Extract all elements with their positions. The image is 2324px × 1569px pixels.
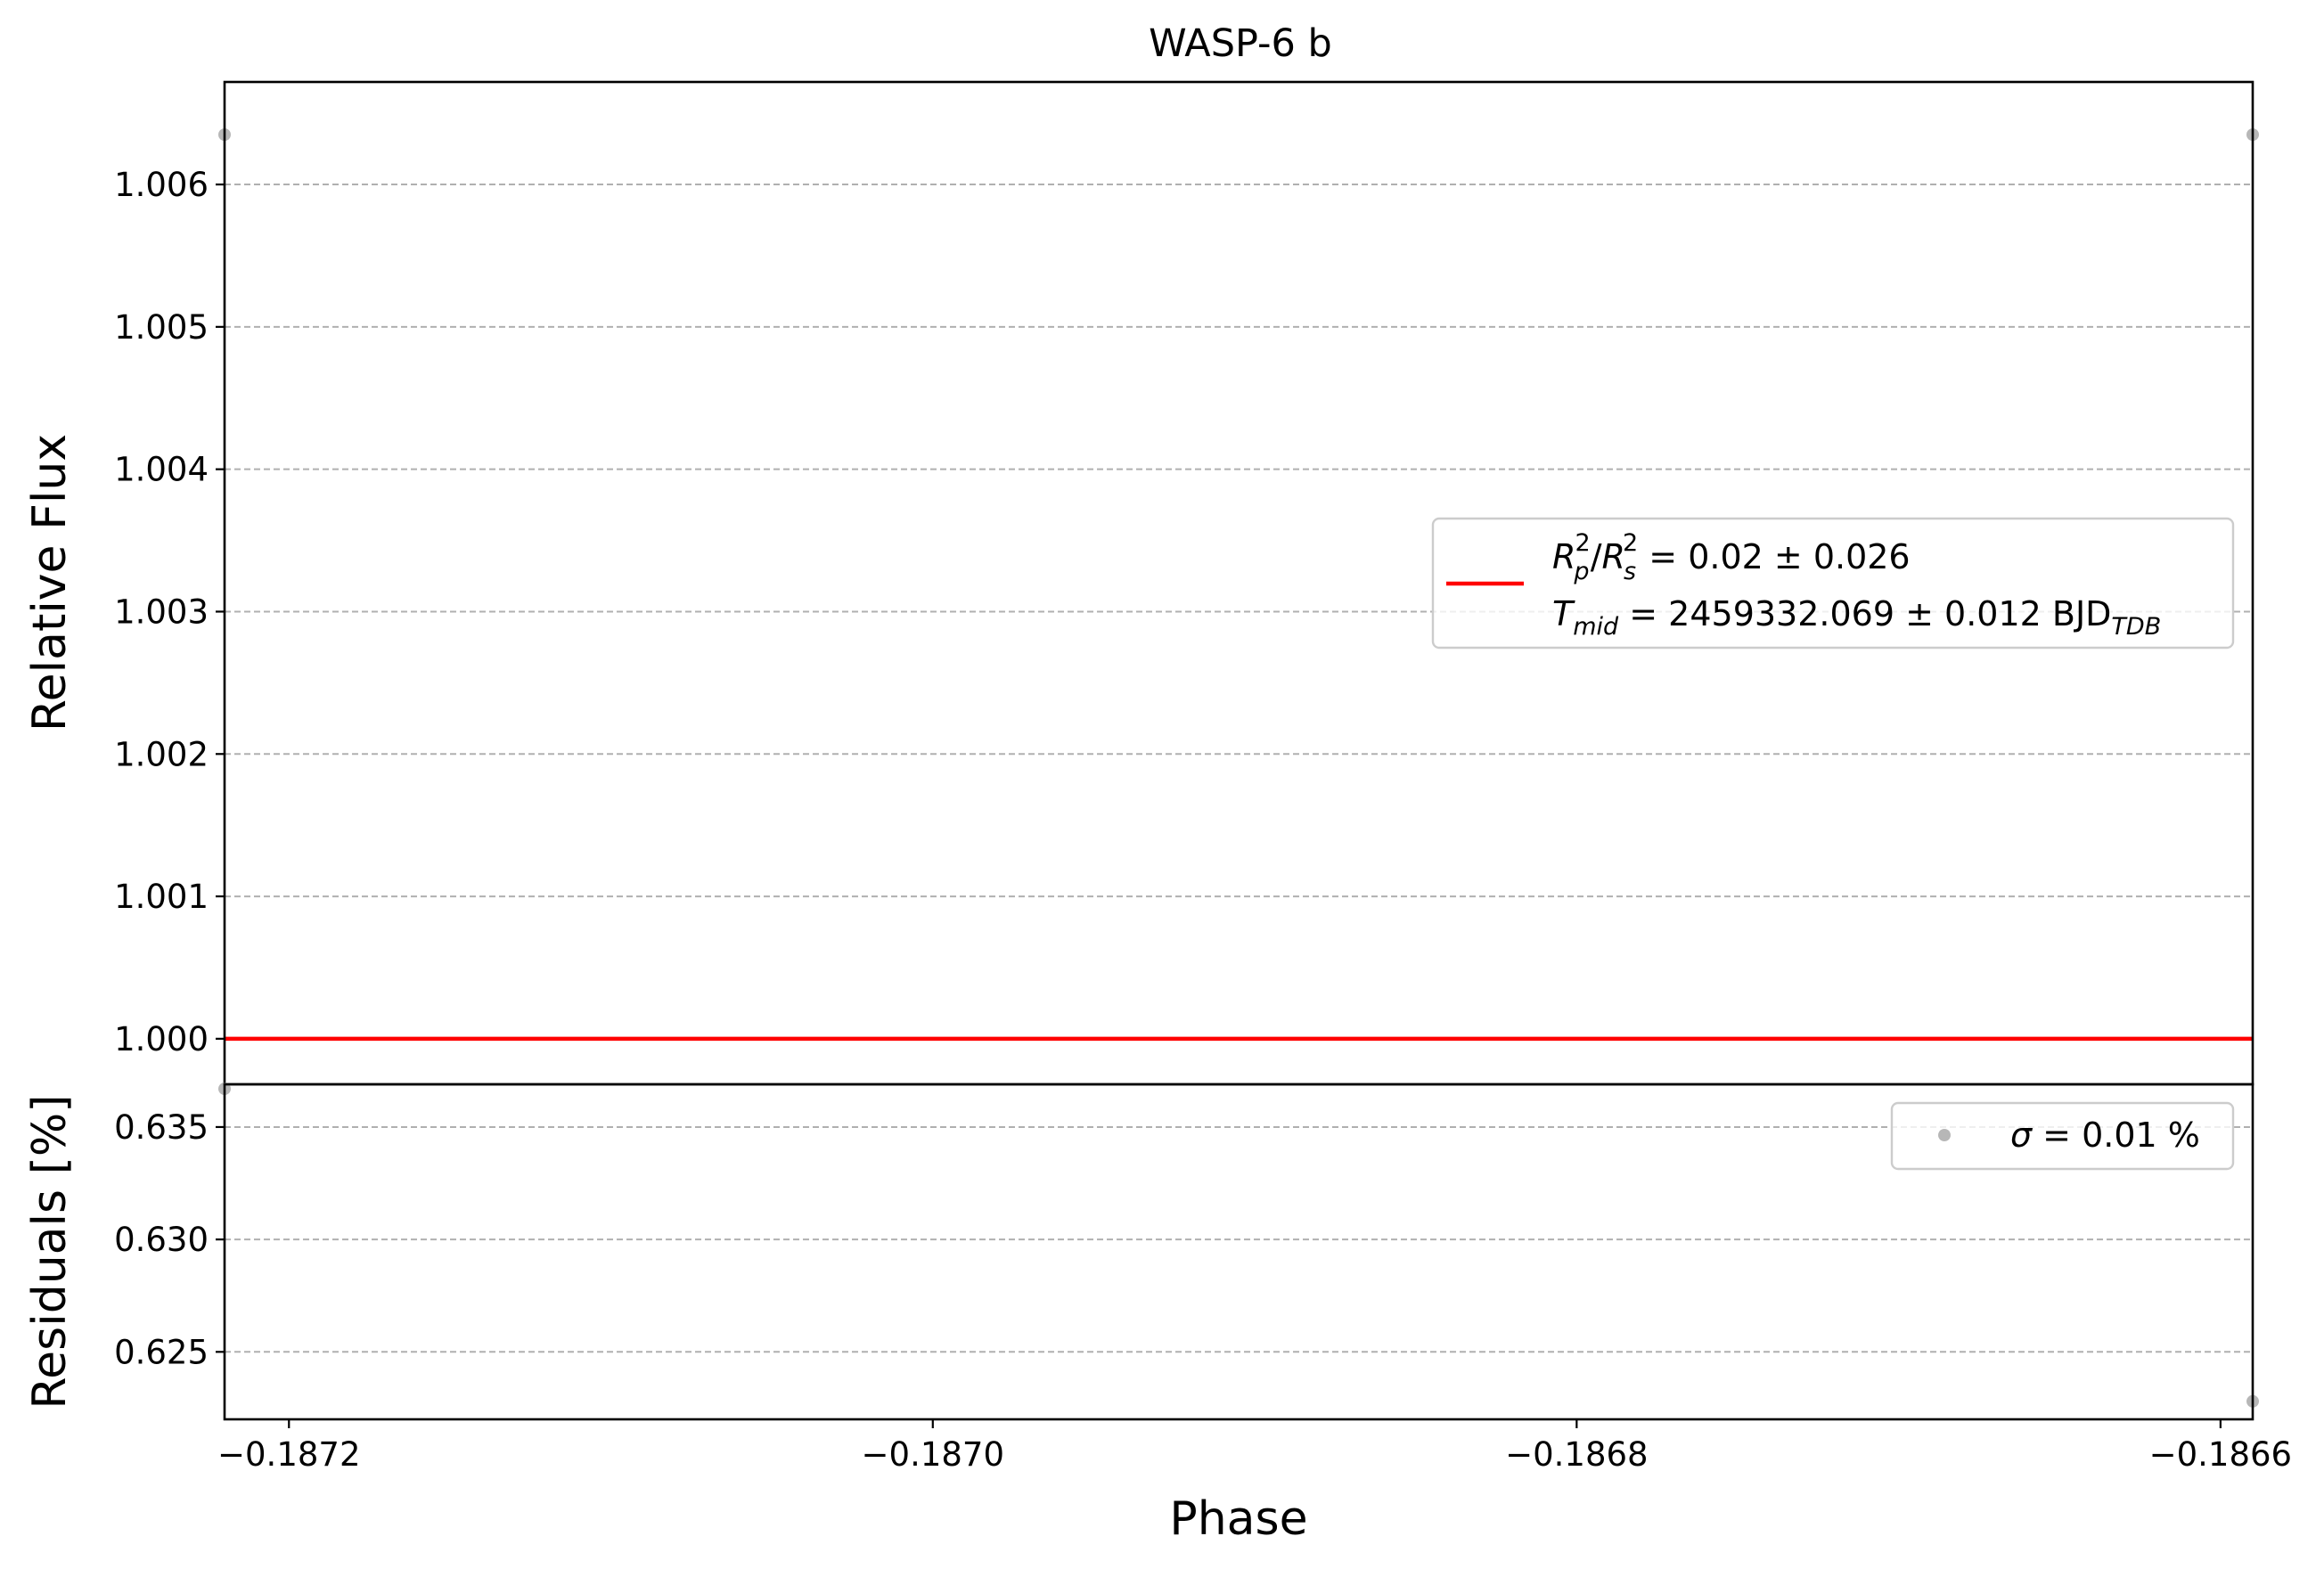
flux-legend-tmid-label: Tmid = 2459332.069 ± 0.012 BJDTDB — [1552, 594, 2161, 641]
flux-legend-depth-label: Rp2/Rs2 = 0.02 ± 0.026 — [1552, 529, 1911, 585]
flux-data-points — [218, 128, 2259, 142]
residuals-y-ticks: 0.625 0.630 0.635 — [114, 1108, 225, 1371]
residuals-legend-marker — [1938, 1129, 1951, 1141]
flux-legend-box — [1431, 517, 2235, 650]
flux-y-tick-label: 1.004 — [114, 451, 209, 489]
phase-x-tick-label: −0.1866 — [2149, 1435, 2292, 1474]
phase-x-tick-label: −0.1868 — [1505, 1435, 1648, 1474]
flux-y-tick-label: 1.003 — [114, 592, 209, 631]
phase-x-ticks: −0.1872−0.1870−0.1868−0.1866−0.1864−0.18… — [217, 1419, 2292, 1474]
flux-y-tick-label: 1.005 — [114, 308, 209, 347]
chart-title: WASP-6 b — [1149, 21, 1332, 66]
residuals-legend-box — [1890, 1101, 2235, 1171]
flux-gridlines — [225, 184, 2253, 1040]
residuals-y-tick-label: 0.630 — [114, 1221, 209, 1259]
flux-y-ticks: 1.000 1.001 1.002 1.003 1.004 1.005 1.006 — [114, 166, 225, 1058]
residuals-y-tick-label: 0.625 — [114, 1333, 209, 1371]
phase-x-tick-label: −0.1870 — [862, 1435, 1004, 1474]
residuals-panel: 0.625 0.630 0.635 −0.1872 −0.1870 −0.1868 −0.… — [23, 1083, 2292, 1546]
flux-legend: Rp2/Rs2 = 0.02 ± 0.026 Tmid = 2459332.06… — [1431, 517, 2235, 650]
phase-x-axis-title: Phase — [1169, 1492, 1307, 1546]
residuals-plot-frame — [223, 1083, 2254, 1421]
residuals-y-tick-label: 0.635 — [114, 1108, 209, 1147]
flux-y-tick-label: 1.000 — [114, 1020, 209, 1058]
flux-y-axis-title: Relative Flux — [23, 434, 77, 731]
residuals-legend-label: σ = 0.01 % — [2010, 1115, 2200, 1155]
phase-x-tick-label: −0.1872 — [217, 1435, 360, 1474]
flux-y-tick-label: 1.001 — [114, 878, 209, 916]
residuals-legend: σ = 0.01 % — [1890, 1101, 2235, 1171]
residuals-y-axis-title: Residuals [%] — [23, 1094, 77, 1409]
flux-y-tick-label: 1.006 — [114, 166, 209, 204]
flux-panel: 1.000 1.001 1.002 1.003 1.004 1.005 1.006 Rela… — [23, 80, 2259, 1086]
flux-y-tick-label: 1.002 — [114, 735, 209, 773]
